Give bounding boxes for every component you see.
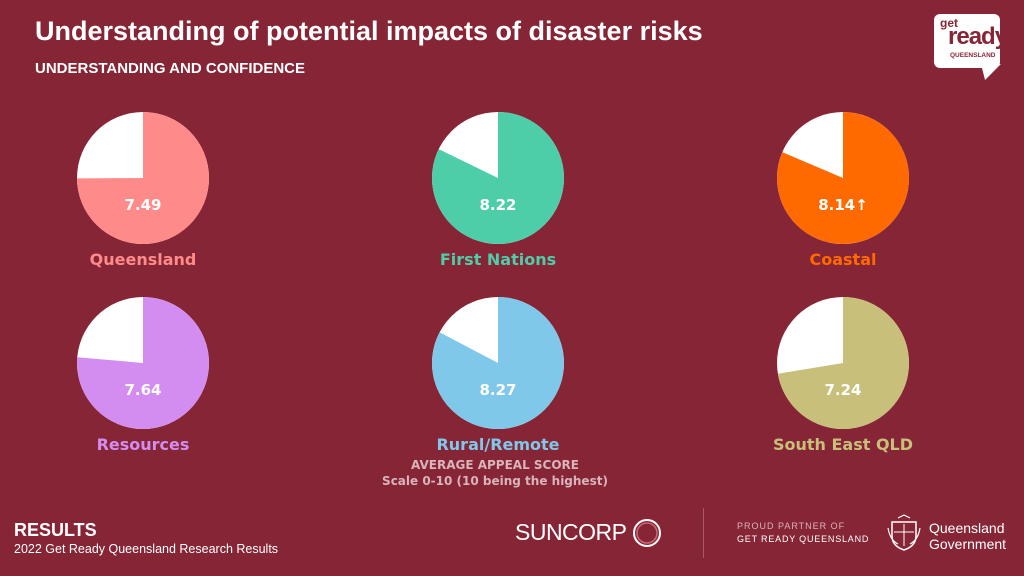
- logo-text-get: get: [940, 16, 958, 30]
- page-title: Understanding of potential impacts of di…: [35, 16, 703, 46]
- queensland-crest-icon: [887, 514, 921, 551]
- pie-value-slice: [432, 112, 565, 244]
- pie-south-east-qld: 7.24 South East QLD: [743, 295, 943, 454]
- pie-value-label: 7.64: [124, 381, 162, 399]
- pie-value-label: 8.22: [479, 196, 517, 214]
- pie-category-label: Resources: [96, 435, 190, 454]
- pie-category-label: First Nations: [439, 250, 557, 269]
- pie-svg-first-nations: [432, 112, 565, 244]
- pie-svg-rural-remote: [431, 297, 564, 429]
- footer-divider: [703, 508, 704, 558]
- pie-value-slice: [777, 297, 910, 429]
- results-title: RESULTS: [14, 520, 97, 540]
- pie-svg-coastal: [776, 112, 909, 244]
- pie-category-label: South East QLD: [772, 435, 914, 454]
- results-subtitle: 2022 Get Ready Queensland Research Resul…: [14, 542, 279, 556]
- pie-value-label: 7.49: [124, 196, 162, 214]
- pie-value-label: 7.24: [824, 381, 862, 399]
- pie-value-slice: [776, 112, 909, 244]
- pie-svg-queensland: [77, 112, 209, 244]
- suncorp-logo-text: SUNCORP: [515, 519, 627, 545]
- logo-text-ready: ready: [948, 23, 1008, 50]
- pie-value-slice: [77, 112, 209, 244]
- note-line-2: Scale 0-10 (10 being the highest): [382, 474, 608, 488]
- partner-line-2: GET READY QUEENSLAND: [737, 534, 870, 544]
- pie-rural-remote: 8.27 Rural/Remote: [398, 295, 598, 454]
- suncorp-ring-icon: [633, 519, 661, 547]
- qld-government-line-2: Government: [929, 536, 1007, 552]
- pie-coastal: 8.14↑ Coastal: [743, 110, 943, 269]
- pie-queensland: 7.49 Queensland: [43, 110, 243, 269]
- pie-value-slice: [431, 297, 564, 429]
- pie-category-label: Coastal: [809, 250, 877, 269]
- get-ready-queensland-logo: get ready QUEENSLAND: [934, 14, 1008, 82]
- note-line-1: AVERAGE APPEAL SCORE: [411, 458, 579, 472]
- partner-line-1: PROUD PARTNER OF: [737, 521, 846, 531]
- pie-svg-south-east-qld: [777, 297, 910, 429]
- pie-svg-resources: [77, 297, 210, 429]
- pie-first-nations: 8.22 First Nations: [398, 110, 598, 269]
- pie-value-slice: [77, 297, 210, 429]
- pie-value-label: 8.14↑: [818, 196, 868, 214]
- chart-note: AVERAGE APPEAL SCORE Scale 0-10 (10 bein…: [335, 457, 655, 489]
- pie-category-label: Rural/Remote: [436, 435, 560, 454]
- pie-value-label: 8.27: [479, 381, 517, 399]
- pie-resources: 7.64 Resources: [43, 295, 243, 454]
- logo-text-queensland: QUEENSLAND: [950, 52, 996, 59]
- page-subtitle: UNDERSTANDING AND CONFIDENCE: [35, 60, 305, 77]
- qld-government-line-1: Queensland: [929, 520, 1005, 536]
- pie-category-label: Queensland: [89, 250, 197, 269]
